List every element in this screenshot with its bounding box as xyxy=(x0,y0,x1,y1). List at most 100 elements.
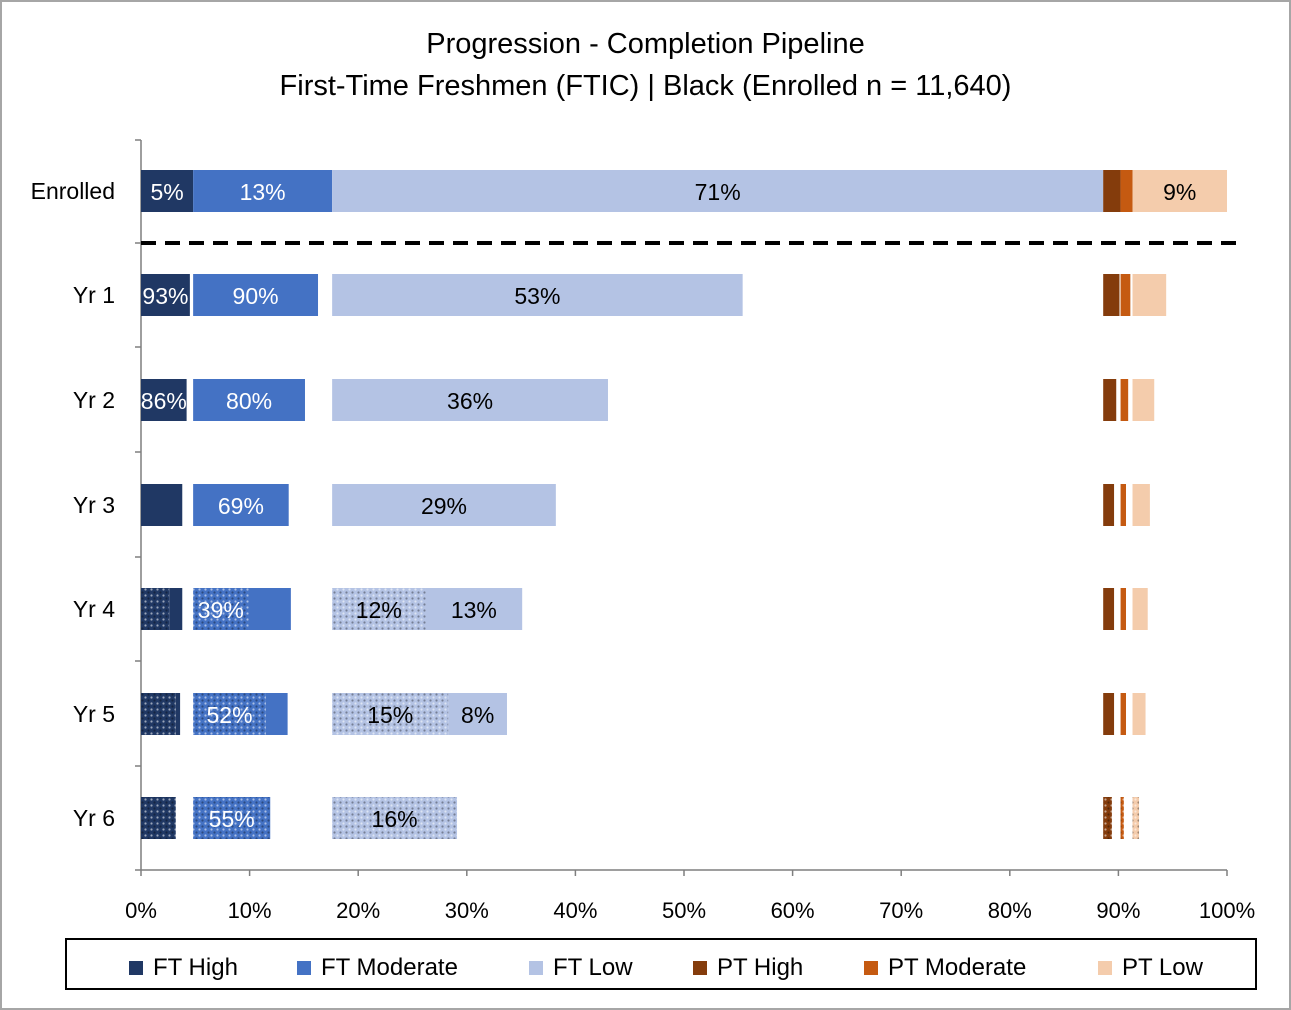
bar-ft-low-hatched xyxy=(332,797,458,839)
legend-label-pt-moderate: PT Moderate xyxy=(888,954,1027,981)
legend-swatch-pt-high xyxy=(693,961,707,975)
legend-item-pt-high: PT High xyxy=(693,954,803,982)
legend-item-ft-low: FT Low xyxy=(529,954,633,982)
bar-ft-moderate-solid xyxy=(193,379,305,421)
bar-ft-low-solid xyxy=(332,379,608,421)
legend-label-ft-moderate: FT Moderate xyxy=(321,954,458,981)
x-tick-label: 60% xyxy=(771,898,815,923)
legend-item-pt-moderate: PT Moderate xyxy=(864,954,1026,982)
bar-ft-high-hatched xyxy=(141,797,176,839)
bar-pt-low-solid xyxy=(1132,274,1167,316)
bar-ft-high-solid xyxy=(169,588,183,630)
bar-ft-moderate-solid xyxy=(193,484,289,526)
data-label: 52% xyxy=(206,702,252,728)
bar-pt-moderate-solid xyxy=(1120,693,1127,735)
bar-ft-low-solid xyxy=(332,170,1104,212)
bar-pt-low-solid xyxy=(1132,588,1148,630)
bar-pt-moderate-solid xyxy=(1120,588,1127,630)
bar-ft-low-solid xyxy=(425,588,523,630)
bar-pt-moderate-solid xyxy=(1120,379,1129,421)
bar-pt-high-solid xyxy=(1103,170,1121,212)
category-label: Yr 4 xyxy=(73,596,115,622)
bar-pt-high-solid xyxy=(1103,274,1120,316)
bar-ft-high-solid xyxy=(141,274,190,316)
legend-label-pt-high: PT High xyxy=(717,954,804,981)
data-label: 53% xyxy=(514,283,560,309)
bar-pt-moderate-solid xyxy=(1120,274,1131,316)
bar-ft-moderate-solid xyxy=(248,588,291,630)
x-tick-label: 20% xyxy=(336,898,380,923)
legend-label-ft-low: FT Low xyxy=(553,954,633,981)
bar-ft-moderate-solid xyxy=(193,274,319,316)
bar-ft-high-hatched xyxy=(141,693,176,735)
bar-ft-moderate-solid xyxy=(265,693,288,735)
bar-ft-high-solid xyxy=(141,379,187,421)
bar-pt-low-solid xyxy=(1132,379,1155,421)
data-label: 86% xyxy=(141,388,187,414)
bar-ft-high-hatched xyxy=(141,588,170,630)
data-label: 16% xyxy=(372,806,418,832)
data-label: 13% xyxy=(451,597,497,623)
bar-pt-low-solid xyxy=(1132,484,1150,526)
category-label: Yr 2 xyxy=(73,387,115,413)
data-label: 8% xyxy=(461,702,494,728)
bar-ft-low-solid xyxy=(332,274,743,316)
legend-swatch-pt-moderate xyxy=(864,961,878,975)
x-tick-label: 100% xyxy=(1199,898,1255,923)
data-label: 90% xyxy=(233,283,279,309)
bar-ft-low-hatched xyxy=(332,588,426,630)
legend-swatch-ft-low xyxy=(529,961,543,975)
bar-pt-moderate-solid xyxy=(1120,484,1127,526)
bar-pt-low-hatched xyxy=(1132,797,1140,839)
bar-pt-high-solid xyxy=(1103,484,1115,526)
data-label: 39% xyxy=(198,597,244,623)
bar-pt-high-solid xyxy=(1103,379,1117,421)
data-label: 5% xyxy=(150,179,183,205)
data-label: 93% xyxy=(142,283,188,309)
x-tick-label: 50% xyxy=(662,898,706,923)
x-tick-label: 70% xyxy=(879,898,923,923)
bar-pt-high-solid xyxy=(1103,588,1115,630)
data-label: 55% xyxy=(209,806,255,832)
legend-swatch-pt-low xyxy=(1098,961,1112,975)
data-label: 80% xyxy=(226,388,272,414)
data-label: 9% xyxy=(1163,179,1196,205)
chart-legend: FT High FT Moderate FT Low PT High PT Mo… xyxy=(65,938,1257,990)
data-label: 12% xyxy=(356,597,402,623)
bar-ft-high-solid xyxy=(175,693,181,735)
category-label: Yr 3 xyxy=(73,492,115,518)
bar-ft-moderate-hatched xyxy=(193,588,249,630)
bar-pt-low-solid xyxy=(1132,170,1227,212)
data-label: 13% xyxy=(240,179,286,205)
bar-pt-high-hatched xyxy=(1103,797,1112,839)
legend-item-ft-moderate: FT Moderate xyxy=(297,954,458,982)
chart-subtitle: First-Time Freshmen (FTIC) | Black (Enro… xyxy=(279,70,1012,102)
bar-ft-moderate-solid xyxy=(193,170,333,212)
legend-label-pt-low: PT Low xyxy=(1122,954,1203,981)
x-tick-label: 0% xyxy=(125,898,157,923)
legend-item-pt-low: PT Low xyxy=(1098,954,1203,982)
bar-ft-moderate-hatched xyxy=(193,797,271,839)
legend-swatch-ft-high xyxy=(129,961,143,975)
bar-ft-low-solid xyxy=(332,484,556,526)
bar-ft-low-hatched xyxy=(332,693,449,735)
category-label: Enrolled xyxy=(31,178,115,204)
bar-ft-high-solid xyxy=(141,170,194,212)
data-label: 15% xyxy=(367,702,413,728)
bar-ft-low-solid xyxy=(448,693,507,735)
bar-pt-low-solid xyxy=(1132,693,1146,735)
data-label: 69% xyxy=(218,493,264,519)
data-label: 71% xyxy=(695,179,741,205)
legend-item-ft-high: FT High xyxy=(129,954,238,982)
x-tick-label: 80% xyxy=(988,898,1032,923)
bar-ft-high-solid xyxy=(141,484,183,526)
x-tick-label: 40% xyxy=(553,898,597,923)
x-tick-label: 30% xyxy=(445,898,489,923)
bar-pt-moderate-hatched xyxy=(1120,797,1124,839)
data-label: 36% xyxy=(447,388,493,414)
category-label: Yr 6 xyxy=(73,805,115,831)
data-label: 29% xyxy=(421,493,467,519)
bar-pt-high-solid xyxy=(1103,693,1115,735)
bar-ft-moderate-hatched xyxy=(193,693,266,735)
